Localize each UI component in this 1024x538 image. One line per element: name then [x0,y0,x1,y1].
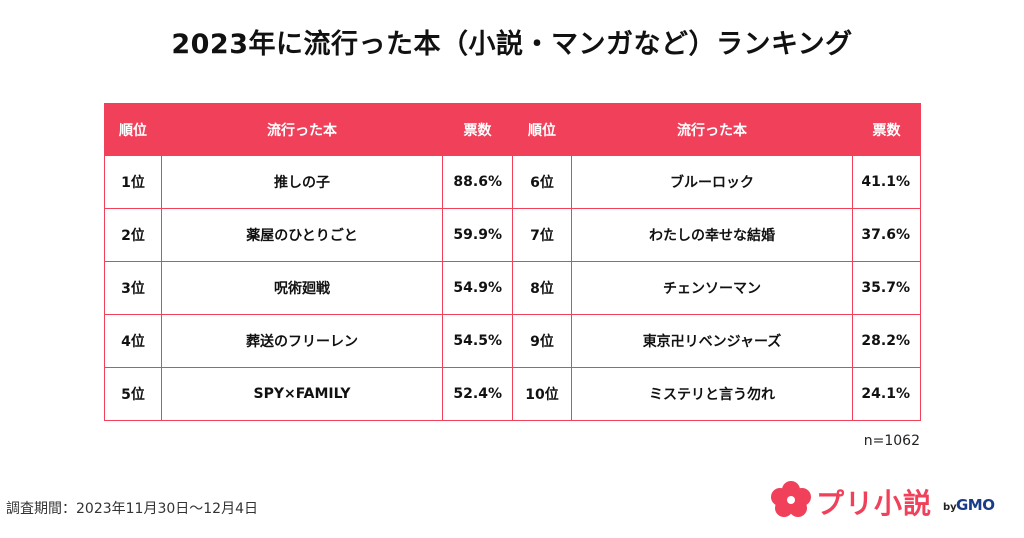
header-rank: 順位 [512,103,572,156]
page-title: 2023年に流行った本（小説・マンガなど）ランキング [171,29,853,60]
table-header-row: 順位 流行った本 票数 順位 流行った本 票数 [104,103,921,156]
rank-cell: 10位 [512,367,572,421]
book-cell: チェンソーマン [571,261,853,315]
book-cell: 推しの子 [161,155,443,209]
rank-cell: 9位 [512,314,572,368]
header-votes: 票数 [852,103,921,156]
book-cell: ブルーロック [571,155,853,209]
header-book: 流行った本 [161,103,443,156]
votes-cell: 54.5% [442,314,513,368]
book-cell: 東京卍リベンジャーズ [571,314,853,368]
rank-cell: 3位 [104,261,162,315]
table-row: 1位 推しの子 88.6% 6位 ブルーロック 41.1% [104,155,921,209]
table-row: 4位 葬送のフリーレン 54.5% 9位 東京卍リベンジャーズ 28.2% [104,314,921,368]
book-cell: SPY×FAMILY [161,367,443,421]
votes-cell: 41.1% [852,155,921,209]
table-row: 5位 SPY×FAMILY 52.4% 10位 ミステリと言う勿れ 24.1% [104,367,921,421]
votes-cell: 28.2% [852,314,921,368]
ranking-table: 順位 流行った本 票数 順位 流行った本 票数 1位 推しの子 88.6% 6位… [104,103,921,421]
rank-cell: 5位 [104,367,162,421]
book-cell: 葬送のフリーレン [161,314,443,368]
votes-cell: 59.9% [442,208,513,262]
survey-period: 調査期間：2023年11月30日～12月4日 [6,501,258,517]
votes-cell: 54.9% [442,261,513,315]
book-cell: 呪術廻戦 [161,261,443,315]
header-rank: 順位 [104,103,162,156]
rank-cell: 4位 [104,314,162,368]
table-row: 2位 薬屋のひとりごと 59.9% 7位 わたしの幸せな結婚 37.6% [104,208,921,262]
book-cell: 薬屋のひとりごと [161,208,443,262]
votes-cell: 24.1% [852,367,921,421]
logo-text: プリ小説 [816,487,933,520]
votes-cell: 88.6% [442,155,513,209]
rank-cell: 2位 [104,208,162,262]
votes-cell: 37.6% [852,208,921,262]
book-cell: わたしの幸せな結婚 [571,208,853,262]
sample-size: n=1062 [863,433,920,449]
logo-brand: GMO [956,496,995,514]
rank-cell: 8位 [512,261,572,315]
book-cell: ミステリと言う勿れ [571,367,853,421]
puri-shosetsu-logo: プリ小説 by GMO [770,480,1010,524]
rank-cell: 7位 [512,208,572,262]
rank-cell: 6位 [512,155,572,209]
header-votes: 票数 [442,103,513,156]
header-book: 流行った本 [571,103,853,156]
votes-cell: 52.4% [442,367,513,421]
table-row: 3位 呪術廻戦 54.9% 8位 チェンソーマン 35.7% [104,261,921,315]
rank-cell: 1位 [104,155,162,209]
logo-by: by [943,502,957,513]
votes-cell: 35.7% [852,261,921,315]
cloud-flower-icon [771,481,811,517]
